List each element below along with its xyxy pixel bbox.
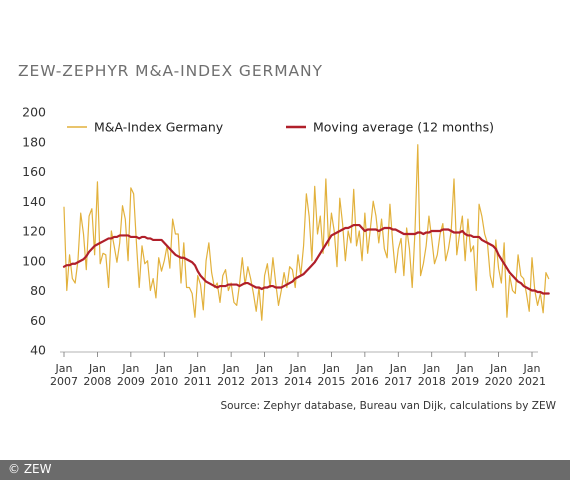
footer-bar: © ZEW bbox=[0, 460, 570, 480]
x-tick-month-2011: Jan bbox=[188, 362, 206, 375]
x-tick-year-2015: 2015 bbox=[317, 375, 345, 388]
x-tick-month-2007: Jan bbox=[55, 362, 73, 375]
x-tick-year-2013: 2013 bbox=[251, 375, 279, 388]
series-layer bbox=[62, 144, 550, 321]
x-tick-month-2015: Jan bbox=[322, 362, 340, 375]
x-tick-month-2010: Jan bbox=[155, 362, 173, 375]
x-tick-month-2013: Jan bbox=[255, 362, 273, 375]
x-tick-month-2019: Jan bbox=[456, 362, 474, 375]
y-tick-label-100: 100 bbox=[22, 253, 46, 268]
x-tick-month-2014: Jan bbox=[289, 362, 307, 375]
x-tick-year-2016: 2016 bbox=[351, 375, 379, 388]
copyright-text: © ZEW bbox=[8, 462, 52, 476]
x-tick-year-2011: 2011 bbox=[184, 375, 212, 388]
y-tick-label-160: 160 bbox=[22, 164, 46, 179]
x-tick-year-2014: 2014 bbox=[284, 375, 312, 388]
source-note: Source: Zephyr database, Bureau van Dijk… bbox=[220, 400, 556, 412]
legend: M&A-Index Germany Moving average (12 mont… bbox=[67, 120, 494, 135]
x-axis: Jan2007Jan2008Jan2009Jan2010Jan2011Jan20… bbox=[50, 351, 546, 388]
y-tick-label-60: 60 bbox=[30, 313, 46, 328]
x-tick-month-2016: Jan bbox=[355, 362, 373, 375]
x-tick-month-2018: Jan bbox=[422, 362, 440, 375]
x-tick-year-2017: 2017 bbox=[384, 375, 412, 388]
series-line-ma-index bbox=[63, 144, 550, 321]
legend-label-ma-index: M&A-Index Germany bbox=[94, 120, 224, 135]
x-tick-year-2012: 2012 bbox=[217, 375, 245, 388]
y-tick-label-140: 140 bbox=[22, 194, 46, 209]
x-tick-month-2012: Jan bbox=[222, 362, 240, 375]
y-tick-label-40: 40 bbox=[30, 343, 46, 358]
x-tick-month-2017: Jan bbox=[389, 362, 407, 375]
y-tick-label-80: 80 bbox=[30, 283, 46, 298]
x-tick-year-2008: 2008 bbox=[83, 375, 111, 388]
chart-title: ZEW-ZEPHYR M&A-INDEX GERMANY bbox=[18, 62, 323, 80]
y-tick-label-200: 200 bbox=[22, 105, 46, 120]
legend-label-moving-average: Moving average (12 months) bbox=[313, 120, 494, 135]
x-tick-year-2007: 2007 bbox=[50, 375, 78, 388]
x-tick-month-2020: Jan bbox=[489, 362, 507, 375]
x-tick-year-2019: 2019 bbox=[451, 375, 479, 388]
x-tick-year-2021: 2021 bbox=[518, 375, 546, 388]
y-tick-label-120: 120 bbox=[22, 224, 46, 239]
x-tick-year-2018: 2018 bbox=[418, 375, 446, 388]
x-tick-month-2008: Jan bbox=[88, 362, 106, 375]
x-tick-year-2010: 2010 bbox=[150, 375, 178, 388]
x-tick-month-2009: Jan bbox=[121, 362, 139, 375]
series-line-moving-average bbox=[62, 223, 550, 295]
x-tick-year-2009: 2009 bbox=[117, 375, 145, 388]
x-tick-month-2021: Jan bbox=[523, 362, 541, 375]
y-tick-label-180: 180 bbox=[22, 134, 46, 149]
x-tick-year-2020: 2020 bbox=[485, 375, 513, 388]
y-axis: 40 60 80 100 120 140 160 180 200 bbox=[22, 105, 46, 358]
